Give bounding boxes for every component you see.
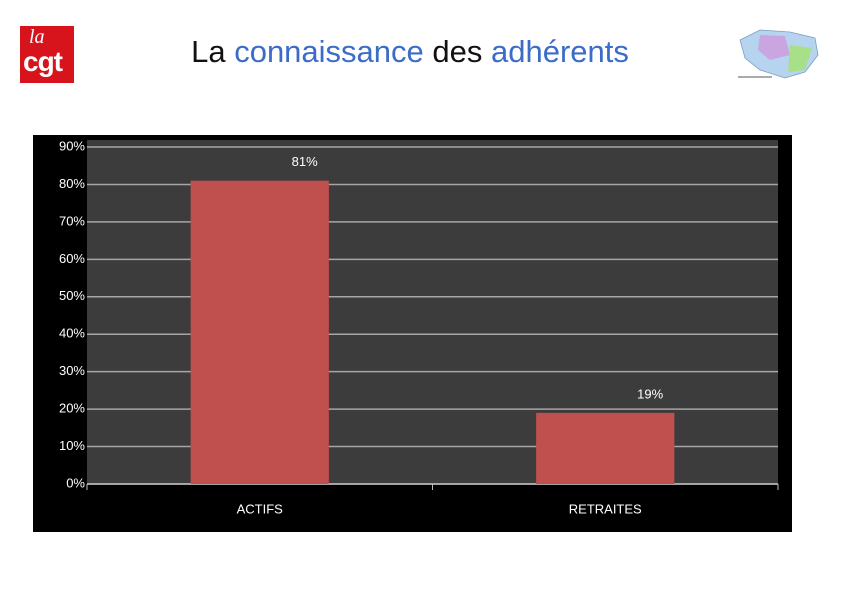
title-word: des: [432, 34, 483, 69]
y-tick-label: 0%: [66, 475, 85, 490]
title-word: connaissance: [234, 34, 424, 69]
y-tick-label: 20%: [59, 401, 85, 416]
y-tick-label: 70%: [59, 213, 85, 228]
y-tick-label: 60%: [59, 251, 85, 266]
bar: [536, 412, 675, 484]
y-tick-label: 50%: [59, 288, 85, 303]
data-label: 19%: [637, 386, 663, 401]
logo-text: la: [29, 26, 45, 48]
y-tick-label: 10%: [59, 438, 85, 453]
logo: la cgt: [20, 26, 74, 83]
y-tick-label: 90%: [59, 138, 85, 153]
title-word: adhérents: [491, 34, 629, 69]
title-word: La: [191, 34, 226, 69]
x-tick-label: RETRAITES: [569, 501, 642, 516]
logo-text: cgt: [23, 46, 63, 77]
map-image: [738, 29, 819, 79]
data-label: 81%: [292, 154, 318, 169]
chart-title: La connaissance des adhérents: [0, 34, 820, 70]
bar: [190, 180, 329, 484]
y-tick-label: 80%: [59, 176, 85, 191]
y-tick-label: 40%: [59, 326, 85, 341]
x-tick-label: ACTIFS: [237, 501, 284, 516]
y-tick-label: 30%: [59, 363, 85, 378]
